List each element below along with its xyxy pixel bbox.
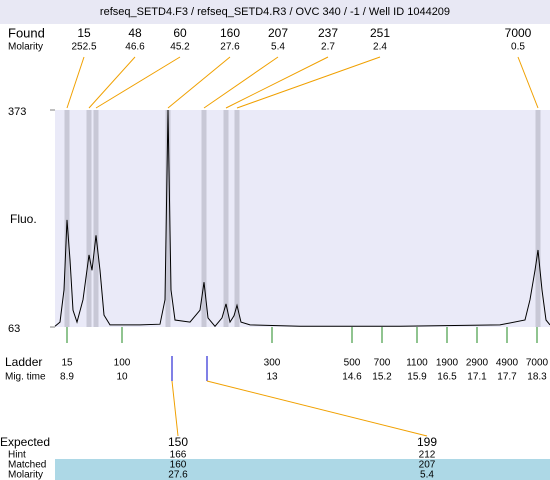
ladder-size: 4900 <box>496 358 519 369</box>
title: refseq_SETD4.F3 / refseq_SETD4.R3 / OVC … <box>100 6 450 18</box>
ladder-size: 300 <box>264 358 281 369</box>
table-cell: 212 <box>419 450 436 461</box>
peak-link <box>236 56 381 109</box>
ladder-time: 16.5 <box>437 372 457 383</box>
peak-link <box>167 56 231 109</box>
peak-link <box>203 56 279 109</box>
peak-link <box>225 56 329 109</box>
row-label: Molarity <box>8 470 43 480</box>
ladder-time: 15.2 <box>372 372 392 383</box>
row-label: Hint <box>8 450 26 461</box>
table-cell: 27.6 <box>168 470 188 480</box>
ladder-size: 700 <box>374 358 391 369</box>
found-size: 160 <box>220 26 240 40</box>
found-molarity: 5.4 <box>271 42 285 53</box>
row-label: Matched <box>8 460 46 471</box>
ladder-size: 500 <box>344 358 361 369</box>
found-size: 60 <box>173 26 187 40</box>
ladder-time: 13 <box>266 372 278 383</box>
peak-link <box>88 56 136 109</box>
found-size: 7000 <box>505 26 532 40</box>
found-molarity: 2.7 <box>321 42 335 53</box>
y-tick-label: 63 <box>8 323 20 335</box>
trace <box>54 109 550 328</box>
ladder-size: 2900 <box>466 358 489 369</box>
ladder-label: Ladder <box>5 355 42 369</box>
y-tick-label: 373 <box>8 106 26 118</box>
peak-band <box>201 110 207 327</box>
peak-band <box>234 110 240 327</box>
peak-link <box>66 56 85 109</box>
ladder-time: 15.9 <box>407 372 427 383</box>
found-molarity: 0.5 <box>511 42 525 53</box>
row-label: Expected <box>0 435 50 449</box>
table-cell: 5.4 <box>420 470 434 480</box>
table-cell: 166 <box>170 450 187 461</box>
found-label: Found <box>8 25 45 40</box>
ladder-size: 7000 <box>526 358 549 369</box>
plot-area <box>55 110 550 327</box>
ladder-size: 100 <box>114 358 131 369</box>
ladder-size: 1900 <box>436 358 459 369</box>
found-molarity: 46.6 <box>125 42 145 53</box>
peak-band <box>93 110 99 327</box>
ladder-time: 17.7 <box>497 372 517 383</box>
expected-link <box>206 380 428 437</box>
y-label: Fluo. <box>10 212 37 226</box>
peak-link <box>517 56 539 109</box>
title-bar <box>0 0 550 24</box>
peak-band <box>64 110 70 327</box>
found-size: 48 <box>128 26 142 40</box>
found-molarity: 45.2 <box>170 42 190 53</box>
table-cell: 199 <box>417 435 437 449</box>
ladder-time: 10 <box>116 372 128 383</box>
table-cell: 207 <box>419 460 436 471</box>
ladder-time: 8.9 <box>60 372 74 383</box>
ladder-time: 17.1 <box>467 372 487 383</box>
peak-band <box>165 110 171 327</box>
peak-link <box>95 56 181 109</box>
found-molarity-label: Molarity <box>8 42 43 53</box>
table-cell: 160 <box>170 460 187 471</box>
mig-time-label: Mig. time <box>5 372 46 383</box>
peak-band <box>223 110 229 327</box>
found-size: 237 <box>318 26 338 40</box>
found-size: 251 <box>370 26 390 40</box>
found-molarity: 2.4 <box>373 42 387 53</box>
found-molarity: 27.6 <box>220 42 240 53</box>
expected-link <box>171 380 179 437</box>
matched-band <box>55 459 550 480</box>
found-molarity: 252.5 <box>71 42 96 53</box>
table-cell: 150 <box>168 435 188 449</box>
found-size: 207 <box>268 26 288 40</box>
peak-band <box>86 110 92 327</box>
ladder-time: 14.6 <box>342 372 362 383</box>
found-size: 15 <box>77 26 91 40</box>
peak-band <box>535 110 541 327</box>
ladder-size: 1100 <box>406 358 428 369</box>
ladder-time: 18.3 <box>527 372 547 383</box>
ladder-size: 15 <box>61 358 73 369</box>
